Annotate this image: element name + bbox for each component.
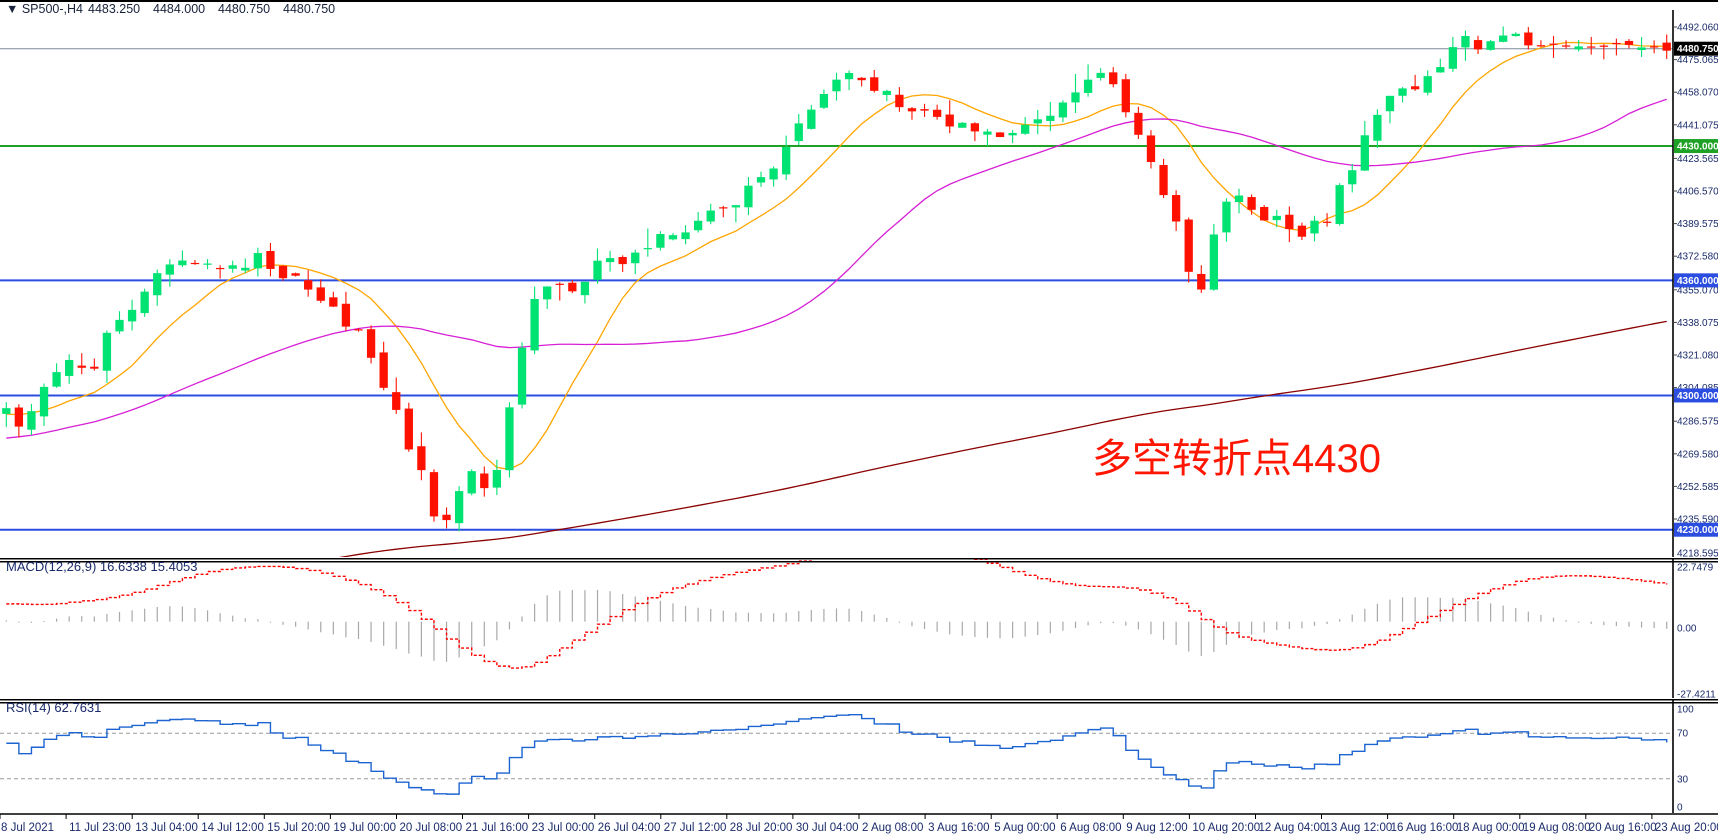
svg-text:2 Aug 08:00: 2 Aug 08:00	[862, 822, 923, 834]
svg-text:4230.000: 4230.000	[1677, 525, 1718, 536]
svg-text:27 Jul 12:00: 27 Jul 12:00	[664, 822, 727, 834]
svg-text:23 Aug 20:00: 23 Aug 20:00	[1655, 822, 1718, 834]
svg-text:4300.000: 4300.000	[1677, 391, 1718, 402]
svg-text:MACD(12,26,9) 16.6338 15.4053: MACD(12,26,9) 16.6338 15.4053	[6, 559, 198, 574]
svg-text:4480.750: 4480.750	[283, 2, 335, 16]
svg-text:18 Aug 00:00: 18 Aug 00:00	[1457, 822, 1525, 834]
svg-text:15 Jul 20:00: 15 Jul 20:00	[267, 822, 330, 834]
svg-text:▼ SP500-,H4: ▼ SP500-,H4	[6, 2, 83, 16]
svg-text:22.7479: 22.7479	[1677, 563, 1714, 574]
svg-text:19 Aug 08:00: 19 Aug 08:00	[1523, 822, 1591, 834]
svg-text:0: 0	[1677, 803, 1683, 814]
svg-text:12 Aug 04:00: 12 Aug 04:00	[1259, 822, 1327, 834]
svg-text:RSI(14) 62.7631: RSI(14) 62.7631	[6, 700, 101, 715]
svg-text:4441.075: 4441.075	[1677, 120, 1718, 131]
svg-text:16 Aug 16:00: 16 Aug 16:00	[1391, 822, 1459, 834]
svg-text:4286.575: 4286.575	[1677, 417, 1718, 428]
svg-text:3 Aug 16:00: 3 Aug 16:00	[928, 822, 989, 834]
svg-text:30 Jul 04:00: 30 Jul 04:00	[796, 822, 859, 834]
svg-text:23 Jul 00:00: 23 Jul 00:00	[532, 822, 595, 834]
svg-text:4406.570: 4406.570	[1677, 187, 1718, 198]
svg-text:20 Jul 08:00: 20 Jul 08:00	[400, 822, 463, 834]
svg-text:4430.000: 4430.000	[1677, 142, 1718, 153]
svg-text:21 Jul 16:00: 21 Jul 16:00	[466, 822, 529, 834]
svg-text:4269.580: 4269.580	[1677, 449, 1718, 460]
svg-text:70: 70	[1677, 729, 1689, 740]
svg-text:26 Jul 04:00: 26 Jul 04:00	[598, 822, 661, 834]
svg-text:14 Jul 12:00: 14 Jul 12:00	[201, 822, 264, 834]
svg-text:10 Aug 20:00: 10 Aug 20:00	[1192, 822, 1260, 834]
svg-text:4492.060: 4492.060	[1677, 23, 1718, 34]
svg-text:11 Jul 23:00: 11 Jul 23:00	[69, 822, 131, 834]
svg-text:多空转折点4430: 多空转折点4430	[1092, 437, 1381, 481]
svg-text:20 Aug 16:00: 20 Aug 16:00	[1589, 822, 1657, 834]
svg-text:4483.250: 4483.250	[88, 2, 140, 16]
svg-text:4218.595: 4218.595	[1677, 549, 1718, 560]
svg-text:4480.750: 4480.750	[1677, 44, 1718, 55]
svg-text:0.00: 0.00	[1677, 624, 1697, 635]
svg-text:4423.565: 4423.565	[1677, 154, 1718, 165]
svg-text:9 Aug 12:00: 9 Aug 12:00	[1126, 822, 1187, 834]
svg-text:100: 100	[1677, 705, 1694, 716]
svg-text:4484.000: 4484.000	[153, 2, 205, 16]
svg-text:28 Jul 20:00: 28 Jul 20:00	[730, 822, 793, 834]
svg-text:4475.065: 4475.065	[1677, 55, 1718, 66]
svg-text:13 Aug 12:00: 13 Aug 12:00	[1325, 822, 1393, 834]
svg-text:19 Jul 00:00: 19 Jul 00:00	[333, 822, 396, 834]
svg-text:4321.080: 4321.080	[1677, 351, 1718, 362]
svg-text:30: 30	[1677, 774, 1689, 785]
svg-text:4338.075: 4338.075	[1677, 318, 1718, 329]
svg-text:4389.575: 4389.575	[1677, 219, 1718, 230]
svg-text:13 Jul 04:00: 13 Jul 04:00	[135, 822, 198, 834]
svg-text:6 Aug 08:00: 6 Aug 08:00	[1060, 822, 1121, 834]
svg-text:4252.585: 4252.585	[1677, 482, 1718, 493]
svg-text:-27.4211: -27.4211	[1677, 690, 1716, 701]
svg-text:4480.750: 4480.750	[218, 2, 270, 16]
svg-text:8 Jul 2021: 8 Jul 2021	[1, 822, 54, 834]
svg-text:5 Aug 00:00: 5 Aug 00:00	[994, 822, 1055, 834]
svg-text:4372.580: 4372.580	[1677, 252, 1718, 263]
svg-text:4458.070: 4458.070	[1677, 88, 1718, 99]
svg-text:4360.000: 4360.000	[1677, 276, 1718, 287]
